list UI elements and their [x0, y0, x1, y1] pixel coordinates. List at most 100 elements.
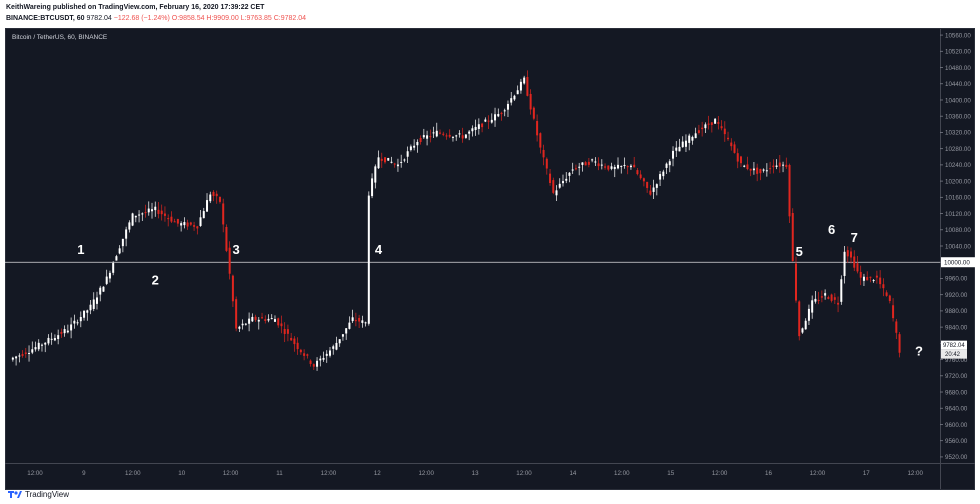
candle[interactable] — [277, 318, 280, 326]
candle[interactable] — [186, 222, 189, 227]
candle[interactable] — [477, 124, 480, 129]
candle[interactable] — [859, 271, 862, 278]
candle[interactable] — [623, 164, 626, 166]
candle[interactable] — [439, 132, 442, 134]
candle[interactable] — [545, 158, 548, 169]
candle[interactable] — [393, 163, 396, 165]
candle[interactable] — [691, 136, 694, 141]
candle[interactable] — [642, 178, 645, 182]
candle[interactable] — [83, 310, 86, 318]
candle[interactable] — [112, 263, 115, 273]
candle[interactable] — [730, 142, 733, 147]
candle[interactable] — [862, 276, 865, 281]
candle[interactable] — [701, 127, 704, 130]
candle[interactable] — [290, 337, 293, 341]
candle[interactable] — [167, 218, 170, 220]
candle[interactable] — [209, 194, 212, 202]
candle[interactable] — [354, 320, 357, 322]
candle[interactable] — [866, 277, 869, 281]
candle[interactable] — [99, 287, 102, 295]
candle[interactable] — [118, 248, 121, 254]
candle[interactable] — [617, 164, 620, 169]
candle[interactable] — [206, 200, 209, 212]
candle[interactable] — [487, 120, 490, 122]
candle[interactable] — [257, 319, 260, 322]
candle[interactable] — [552, 180, 555, 193]
candle[interactable] — [604, 166, 607, 168]
candle[interactable] — [79, 317, 82, 322]
candle[interactable] — [222, 203, 225, 225]
candle[interactable] — [202, 211, 205, 219]
candle[interactable] — [733, 144, 736, 153]
candle[interactable] — [681, 141, 684, 148]
candle[interactable] — [561, 181, 564, 184]
candle[interactable] — [154, 206, 157, 211]
candle[interactable] — [526, 77, 529, 96]
candle[interactable] — [494, 114, 497, 121]
candle[interactable] — [811, 300, 814, 313]
candle[interactable] — [516, 90, 519, 95]
candle[interactable] — [380, 158, 383, 161]
candle[interactable] — [364, 322, 367, 324]
candle[interactable] — [484, 119, 487, 122]
candle[interactable] — [316, 360, 319, 367]
candle[interactable] — [151, 209, 154, 212]
candle[interactable] — [374, 166, 377, 183]
candle[interactable] — [584, 162, 587, 166]
candle[interactable] — [241, 323, 244, 326]
candle[interactable] — [128, 222, 131, 230]
candle[interactable] — [542, 149, 545, 158]
candle[interactable] — [549, 173, 552, 184]
candle[interactable] — [892, 305, 895, 319]
candle[interactable] — [351, 317, 354, 322]
candle[interactable] — [798, 301, 801, 337]
candle[interactable] — [31, 349, 34, 353]
candle[interactable] — [384, 157, 387, 163]
candle[interactable] — [532, 107, 535, 119]
candle[interactable] — [231, 275, 234, 302]
candle[interactable] — [95, 297, 98, 304]
candle[interactable] — [536, 121, 539, 136]
candle[interactable] — [827, 297, 830, 299]
candle[interactable] — [335, 342, 338, 350]
candle[interactable] — [115, 256, 118, 261]
candle[interactable] — [406, 151, 409, 157]
candle[interactable] — [879, 277, 882, 285]
candle[interactable] — [717, 122, 720, 124]
candle[interactable] — [895, 321, 898, 333]
candle[interactable] — [458, 133, 461, 135]
candle[interactable] — [377, 157, 380, 169]
candle[interactable] — [675, 147, 678, 151]
candle[interactable] — [824, 293, 827, 296]
candle[interactable] — [448, 134, 451, 137]
candle[interactable] — [125, 229, 128, 239]
candle[interactable] — [782, 164, 785, 166]
candle[interactable] — [843, 251, 846, 276]
candle[interactable] — [193, 225, 196, 227]
candle[interactable] — [387, 157, 390, 161]
candle[interactable] — [464, 134, 467, 138]
candle[interactable] — [778, 162, 781, 167]
candle[interactable] — [199, 217, 202, 226]
candle[interactable] — [565, 178, 568, 181]
candle[interactable] — [587, 161, 590, 165]
candle[interactable] — [684, 140, 687, 147]
candle[interactable] — [468, 131, 471, 134]
candle[interactable] — [523, 77, 526, 84]
candle[interactable] — [76, 322, 79, 324]
candle[interactable] — [688, 135, 691, 143]
candle[interactable] — [57, 335, 60, 340]
candle[interactable] — [416, 141, 419, 146]
candle[interactable] — [697, 130, 700, 133]
candle[interactable] — [121, 238, 124, 247]
candle[interactable] — [519, 81, 522, 91]
candle[interactable] — [66, 330, 69, 333]
candle[interactable] — [762, 169, 765, 171]
candle[interactable] — [539, 133, 542, 148]
candle[interactable] — [455, 135, 458, 137]
candle[interactable] — [325, 353, 328, 356]
candle[interactable] — [322, 357, 325, 360]
candle[interactable] — [629, 165, 632, 168]
candle[interactable] — [636, 170, 639, 175]
